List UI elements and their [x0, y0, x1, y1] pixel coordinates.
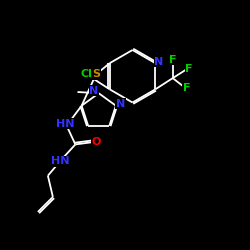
Text: F: F: [183, 82, 190, 92]
Text: S: S: [92, 70, 100, 80]
Text: N: N: [116, 99, 125, 109]
Text: N: N: [154, 57, 164, 67]
Text: F: F: [185, 64, 193, 74]
Text: Cl: Cl: [80, 68, 92, 78]
Text: HN: HN: [51, 156, 70, 166]
Text: N: N: [89, 86, 99, 96]
Text: HN: HN: [56, 119, 75, 129]
Text: F: F: [169, 55, 176, 65]
Text: O: O: [92, 137, 101, 147]
